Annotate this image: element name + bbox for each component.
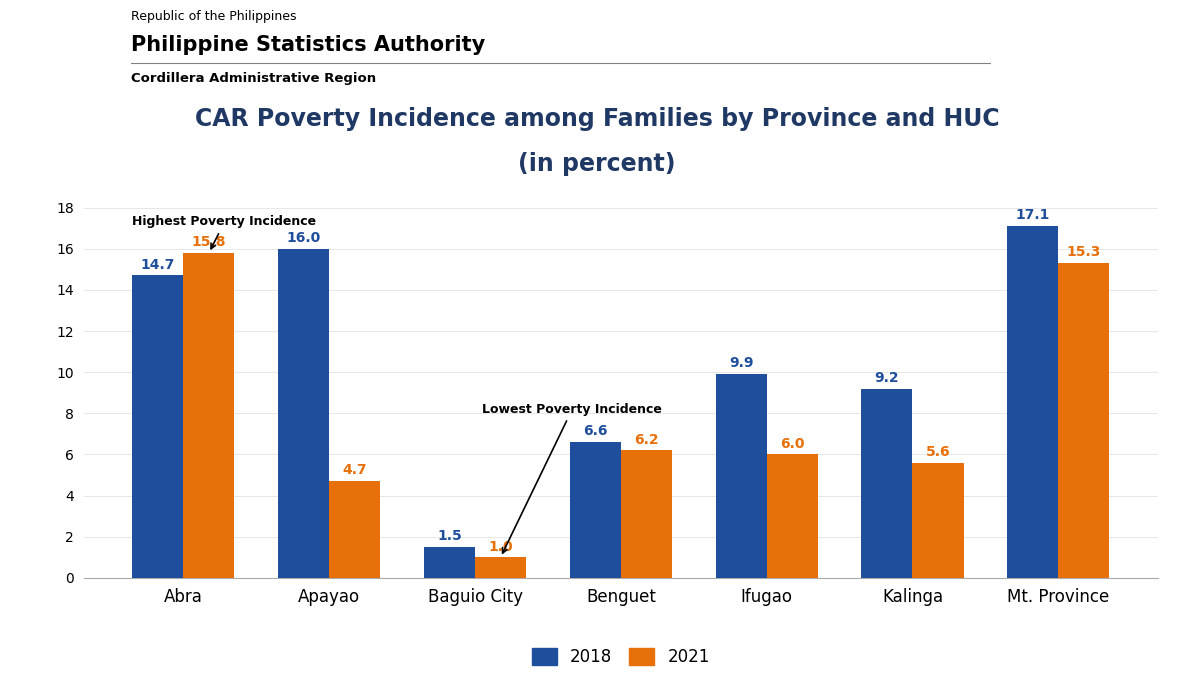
Bar [184, 253, 234, 578]
Text: 17.1: 17.1 [1016, 208, 1050, 222]
Text: Cordillera Administrative Region: Cordillera Administrative Region [131, 71, 376, 84]
Legend: 2018, 2021: 2018, 2021 [525, 641, 716, 673]
Bar [1008, 226, 1058, 578]
Text: 9.2: 9.2 [875, 371, 899, 385]
Bar [912, 463, 964, 578]
Text: Cordillera Administrative Region: Full Year 2021 Official Poverty Statistics: Cordillera Administrative Region: Full Y… [14, 666, 567, 680]
Bar [715, 374, 767, 578]
Bar [424, 547, 475, 578]
Text: Philippine Statistics Authority: Philippine Statistics Authority [131, 35, 486, 55]
Text: 6.0: 6.0 [780, 437, 805, 450]
Text: 15.3: 15.3 [1066, 246, 1101, 260]
Text: CAR Poverty Incidence among Families by Province and HUC: CAR Poverty Incidence among Families by … [195, 107, 999, 131]
Bar [570, 442, 621, 578]
Text: 15.8: 15.8 [192, 235, 226, 249]
Text: 9.9: 9.9 [728, 356, 753, 370]
Text: Lowest Poverty Incidence: Lowest Poverty Incidence [482, 403, 663, 553]
Text: 1.0: 1.0 [488, 540, 513, 554]
Text: Republic of the Philippines: Republic of the Philippines [131, 10, 297, 23]
Text: 4.7: 4.7 [343, 464, 367, 477]
Text: 1.5: 1.5 [437, 529, 462, 543]
Bar [767, 455, 818, 578]
Text: 11: 11 [1155, 664, 1180, 682]
Bar [861, 389, 912, 578]
Text: Highest Poverty Incidence: Highest Poverty Incidence [133, 215, 316, 248]
Bar [330, 481, 381, 578]
Bar [621, 450, 672, 578]
Bar [278, 248, 330, 578]
Text: 14.7: 14.7 [141, 258, 176, 272]
Bar [475, 557, 527, 578]
Text: 5.6: 5.6 [925, 445, 950, 459]
Text: (in percent): (in percent) [518, 152, 676, 176]
Text: 16.0: 16.0 [287, 231, 321, 245]
Bar [1058, 263, 1109, 578]
Text: 6.2: 6.2 [634, 432, 659, 446]
Text: 6.6: 6.6 [583, 424, 608, 438]
Bar [133, 275, 184, 578]
